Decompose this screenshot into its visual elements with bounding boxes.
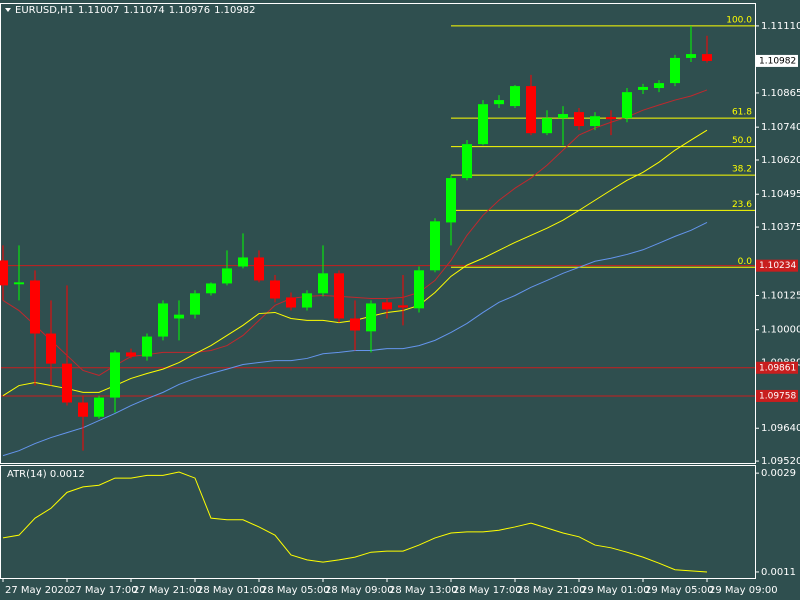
- candle-body: [238, 257, 248, 267]
- moving-average: [2, 89, 708, 376]
- candle-body: [62, 363, 72, 403]
- header-low: 1.10976: [169, 5, 210, 16]
- y-tick-label: 1.09640: [761, 423, 800, 434]
- candle-body: [590, 116, 600, 127]
- candle-body: [366, 303, 376, 332]
- x-tick-label: 27 May 2020: [5, 585, 70, 596]
- x-tick-label: 27 May 21:00: [133, 585, 202, 596]
- candle-body: [142, 336, 152, 357]
- x-tick-label: 28 May 01:00: [197, 585, 266, 596]
- candle-body: [110, 352, 120, 398]
- candle-body: [78, 402, 88, 417]
- candle-body: [30, 280, 40, 334]
- main-panel-frame: [0, 3, 756, 464]
- current-price-box: [756, 54, 798, 67]
- price-level-box: [756, 389, 798, 402]
- candle-body: [94, 397, 104, 417]
- fib-label: 61.8: [732, 108, 752, 118]
- candle-body: [14, 282, 24, 285]
- candle-body: [446, 178, 456, 223]
- header-open: 1.11007: [78, 5, 119, 16]
- candle-body: [46, 333, 56, 364]
- y-tick-label: 1.10865: [761, 88, 800, 99]
- y-tick-label: 1.10620: [761, 155, 800, 166]
- price-level-label: 1.10234: [759, 261, 796, 271]
- y-tick-label: 1.10000: [761, 325, 800, 336]
- x-tick-label: 28 May 05:00: [261, 585, 330, 596]
- x-tick-label: 28 May 09:00: [325, 585, 394, 596]
- fib-label: 0.0: [738, 257, 753, 267]
- candle-body: [638, 86, 648, 90]
- x-tick-label: 29 May 05:00: [645, 585, 714, 596]
- x-tick-label: 28 May 21:00: [517, 585, 586, 596]
- atr-tick-label: 0.0011: [761, 567, 796, 578]
- x-tick-label: 29 May 01:00: [581, 585, 650, 596]
- fib-label: 38.2: [732, 165, 752, 175]
- candle-body: [510, 86, 520, 107]
- price-level-label: 1.09861: [759, 363, 796, 373]
- fib-label: 23.6: [732, 200, 752, 210]
- x-tick-label: 29 May 09:00: [709, 585, 778, 596]
- fib-label: 50.0: [732, 136, 752, 146]
- chart-header: EURUSD,H1 1.11007 1.11074 1.10976 1.10982: [15, 5, 255, 16]
- fib-label: 100.0: [726, 15, 752, 25]
- candle-body: [382, 302, 392, 310]
- header-high: 1.11074: [123, 5, 164, 16]
- candle-body: [174, 314, 184, 319]
- candle-body: [206, 283, 216, 294]
- y-tick-label: 1.10125: [761, 290, 800, 301]
- candle-body: [398, 305, 408, 308]
- candle-body: [526, 86, 536, 134]
- candle-body: [286, 297, 296, 308]
- candle-body: [318, 273, 328, 294]
- atr-line: [2, 471, 708, 573]
- candle-body: [190, 293, 200, 315]
- atr-panel-frame: [0, 465, 756, 579]
- x-tick-label: 28 May 17:00: [453, 585, 522, 596]
- menu-arrow[interactable]: [5, 8, 11, 12]
- x-tick-label: 27 May 17:00: [69, 585, 138, 596]
- candle-body: [0, 260, 8, 286]
- candle-body: [462, 144, 472, 179]
- current-price-label: 1.10982: [759, 56, 796, 66]
- candle-body: [558, 114, 568, 119]
- candle-body: [494, 100, 504, 105]
- candle-body: [254, 257, 264, 281]
- price-level-label: 1.09758: [759, 391, 796, 401]
- candle-body: [670, 57, 680, 84]
- y-tick-label: 1.09520: [761, 456, 800, 467]
- atr-tick-label: 0.0029: [761, 468, 796, 479]
- candle-body: [222, 268, 232, 284]
- candle-body: [622, 92, 632, 119]
- candle-body: [414, 270, 424, 309]
- candle-body: [302, 293, 312, 308]
- candle-body: [430, 221, 440, 271]
- x-tick-label: 28 May 13:00: [389, 585, 458, 596]
- candle-body: [606, 117, 616, 120]
- candle-body: [350, 318, 360, 331]
- candle-body: [574, 112, 584, 127]
- y-tick-label: 1.10495: [761, 189, 800, 200]
- y-tick-label: 1.10375: [761, 222, 800, 233]
- atr-title: ATR(14) 0.0012: [7, 469, 85, 480]
- header-close: 1.10982: [214, 5, 255, 16]
- candle-body: [654, 83, 664, 89]
- y-tick-label: 1.10740: [761, 122, 800, 133]
- candle-body: [702, 54, 712, 61]
- candle-body: [542, 118, 552, 134]
- candle-body: [334, 273, 344, 319]
- candle-body: [270, 280, 280, 299]
- candle-body: [686, 54, 696, 58]
- candle-body: [158, 303, 168, 337]
- price-level-box: [756, 361, 798, 374]
- candle-body: [126, 352, 136, 357]
- candle-body: [478, 104, 488, 145]
- y-tick-label: 1.11110: [761, 21, 800, 32]
- symbol: EURUSD,H1: [15, 5, 74, 16]
- price-level-box: [756, 259, 798, 272]
